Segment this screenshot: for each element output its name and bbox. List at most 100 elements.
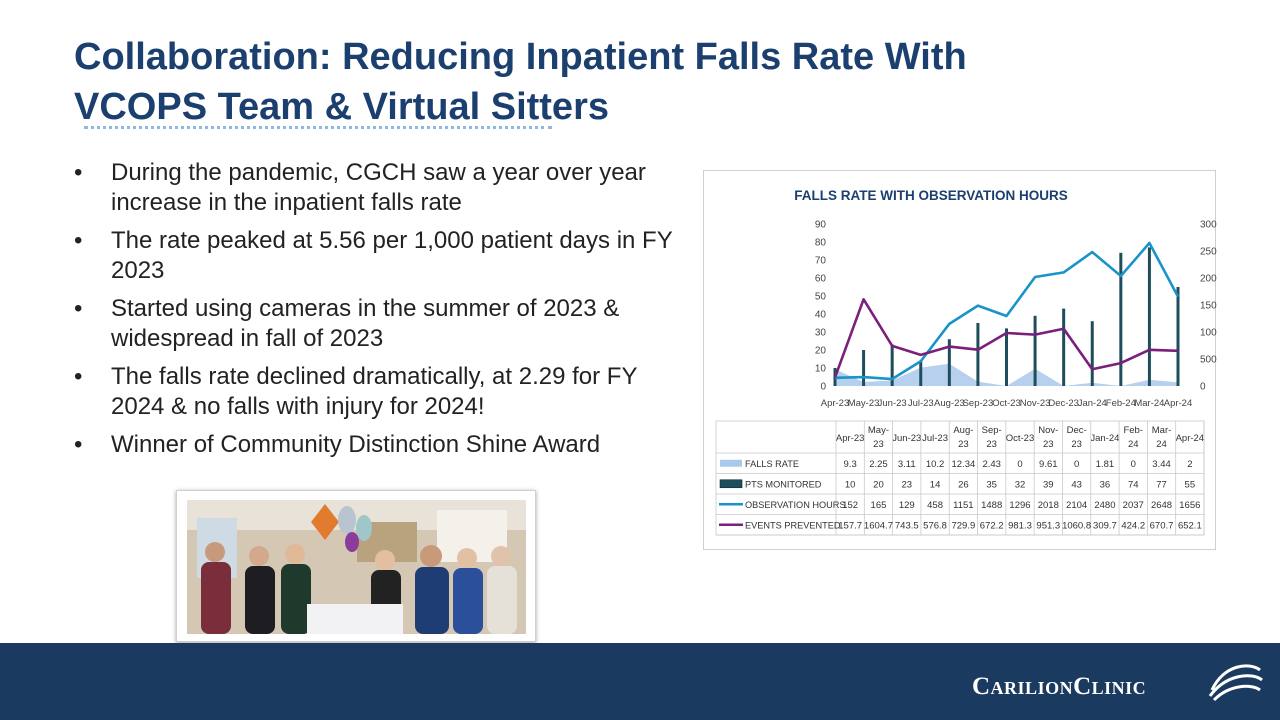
y-right-tick-label: 2000 bbox=[1200, 274, 1217, 285]
table-value-cell: 74 bbox=[1128, 479, 1139, 490]
table-value-cell: 165 bbox=[871, 500, 887, 511]
table-header-cell: May- bbox=[868, 425, 889, 436]
y-right-tick-label: 1000 bbox=[1200, 328, 1217, 339]
table-header-cell: 24 bbox=[1128, 439, 1139, 450]
pts-monitored-bar bbox=[1147, 247, 1151, 386]
table-value-cell: 2.43 bbox=[982, 459, 1001, 470]
table-value-cell: 1.81 bbox=[1096, 459, 1115, 470]
table-value-cell: 672.2 bbox=[980, 520, 1004, 531]
y-left-tick-label: 60 bbox=[815, 274, 827, 285]
table-value-cell: 0 bbox=[1074, 459, 1079, 470]
y-left-tick-label: 30 bbox=[815, 328, 827, 339]
pts-monitored-bar bbox=[890, 344, 894, 386]
x-tick-label: Jan-24 bbox=[1078, 398, 1107, 409]
bullet-text: Winner of Community Distinction Shine Aw… bbox=[111, 431, 601, 458]
table-value-cell: 20 bbox=[873, 479, 884, 490]
table-value-cell: 2 bbox=[1187, 459, 1192, 470]
bullet-text: During the pandemic, CGCH saw a year ove… bbox=[111, 159, 646, 216]
table-value-cell: 9.3 bbox=[844, 459, 857, 470]
table-header-cell: 23 bbox=[958, 439, 969, 450]
table-value-cell: 1296 bbox=[1009, 500, 1030, 511]
table-header-cell: Aug- bbox=[953, 425, 973, 436]
pts-monitored-bar bbox=[1119, 252, 1123, 386]
pts-monitored-bar bbox=[1090, 321, 1094, 386]
pts-monitored-bar bbox=[1005, 328, 1008, 386]
table-value-cell: 26 bbox=[958, 479, 969, 490]
table-value-cell: 458 bbox=[927, 500, 943, 511]
x-tick-label: Jun-23 bbox=[878, 398, 907, 409]
brand-wordmark: CarilionClinic bbox=[972, 673, 1146, 701]
bullet-marker: • bbox=[74, 431, 83, 458]
pts-monitored-bar bbox=[919, 360, 923, 386]
table-value-cell: 36 bbox=[1100, 479, 1111, 490]
table-value-cell: 0 bbox=[1017, 459, 1022, 470]
bullet-item: • The rate peaked at 5.56 per 1,000 patie… bbox=[74, 226, 694, 286]
table-header-cell: Jun-23 bbox=[892, 433, 921, 444]
x-tick-label: Apr-24 bbox=[1164, 398, 1193, 409]
table-value-cell: 981.3 bbox=[1008, 520, 1032, 531]
table-value-cell: 2037 bbox=[1123, 500, 1144, 511]
x-tick-label: Apr-23 bbox=[821, 398, 850, 409]
y-right-tick-label: 500 bbox=[1200, 355, 1217, 366]
team-photo-illustration bbox=[187, 500, 526, 634]
y-right-tick-label: 2500 bbox=[1200, 247, 1217, 258]
table-value-cell: 1151 bbox=[953, 500, 973, 511]
bullet-marker: • bbox=[74, 295, 83, 322]
bullet-item: • Started using cameras in the summer of … bbox=[74, 294, 694, 354]
x-tick-label: Oct-23 bbox=[992, 398, 1021, 409]
pts-monitored-bar bbox=[1033, 315, 1037, 386]
team-photo-frame bbox=[176, 490, 536, 642]
table-value-cell: 10 bbox=[845, 479, 856, 490]
x-tick-label: May-23 bbox=[848, 398, 880, 409]
y-right-tick-label: 0 bbox=[1200, 382, 1206, 393]
table-header-cell: Mar- bbox=[1152, 425, 1172, 436]
table-header-cell: Sep- bbox=[982, 425, 1002, 436]
bullet-list: • During the pandemic, CGCH saw a year ov… bbox=[74, 158, 694, 468]
table-value-cell: 55 bbox=[1185, 479, 1196, 490]
x-tick-label: Dec-23 bbox=[1048, 398, 1079, 409]
y-left-tick-label: 40 bbox=[815, 310, 827, 321]
table-value-cell: 2480 bbox=[1094, 500, 1115, 511]
table-header-cell: Feb- bbox=[1123, 425, 1143, 436]
table-value-cell: 1604.7 bbox=[864, 520, 893, 531]
table-value-cell: 9.61 bbox=[1039, 459, 1058, 470]
table-value-cell: 39 bbox=[1043, 479, 1054, 490]
table-value-cell: 23 bbox=[901, 479, 912, 490]
pts-monitored-bar bbox=[1176, 287, 1180, 386]
table-value-cell: 14 bbox=[930, 479, 941, 490]
y-left-tick-label: 20 bbox=[815, 346, 827, 357]
table-value-cell: 157.7 bbox=[838, 520, 862, 531]
table-header-cell: Jul-23 bbox=[922, 433, 948, 444]
table-value-cell: 1488 bbox=[981, 500, 1002, 511]
y-left-tick-label: 70 bbox=[815, 256, 827, 267]
table-header-cell: Oct-23 bbox=[1006, 433, 1035, 444]
bullet-text: The rate peaked at 5.56 per 1,000 patien… bbox=[111, 227, 673, 284]
table-value-cell: 3.11 bbox=[898, 459, 916, 470]
table-value-cell: 32 bbox=[1015, 479, 1026, 490]
table-header-cell: Dec- bbox=[1067, 425, 1087, 436]
table-value-cell: 12.34 bbox=[951, 459, 975, 470]
bullet-item: • The falls rate declined dramatically, a… bbox=[74, 362, 694, 422]
table-value-cell: 951.3 bbox=[1036, 520, 1060, 531]
events-prevented-line bbox=[833, 298, 1179, 378]
table-value-cell: 652.1 bbox=[1178, 520, 1202, 531]
bullet-marker: • bbox=[74, 363, 83, 390]
chart-title: FALLS RATE WITH OBSERVATION HOURS bbox=[794, 188, 1068, 203]
y-left-tick-label: 0 bbox=[820, 382, 826, 393]
table-header-cell: Jan-24 bbox=[1090, 433, 1119, 444]
table-value-cell: 2018 bbox=[1038, 500, 1059, 511]
table-header-cell: Apr-23 bbox=[836, 433, 865, 444]
table-header-cell: Nov- bbox=[1038, 425, 1058, 436]
table-value-cell: 309.7 bbox=[1093, 520, 1117, 531]
table-value-cell: 2648 bbox=[1151, 500, 1172, 511]
legend-key-pts-monitored bbox=[719, 479, 743, 489]
table-value-cell: 576.8 bbox=[923, 520, 947, 531]
legend-label: PTS MONITORED bbox=[745, 479, 822, 489]
bullet-text: Started using cameras in the summer of 2… bbox=[111, 295, 620, 352]
slide-title: Collaboration: Reducing Inpatient Falls … bbox=[74, 32, 1194, 132]
bullet-item: • During the pandemic, CGCH saw a year ov… bbox=[74, 158, 694, 218]
y-right-tick-label: 3000 bbox=[1200, 220, 1217, 231]
observation-hours-line bbox=[834, 241, 1180, 381]
y-right-tick-label: 1500 bbox=[1200, 301, 1217, 312]
legend-label: OBSERVATION HOURS bbox=[745, 500, 846, 510]
